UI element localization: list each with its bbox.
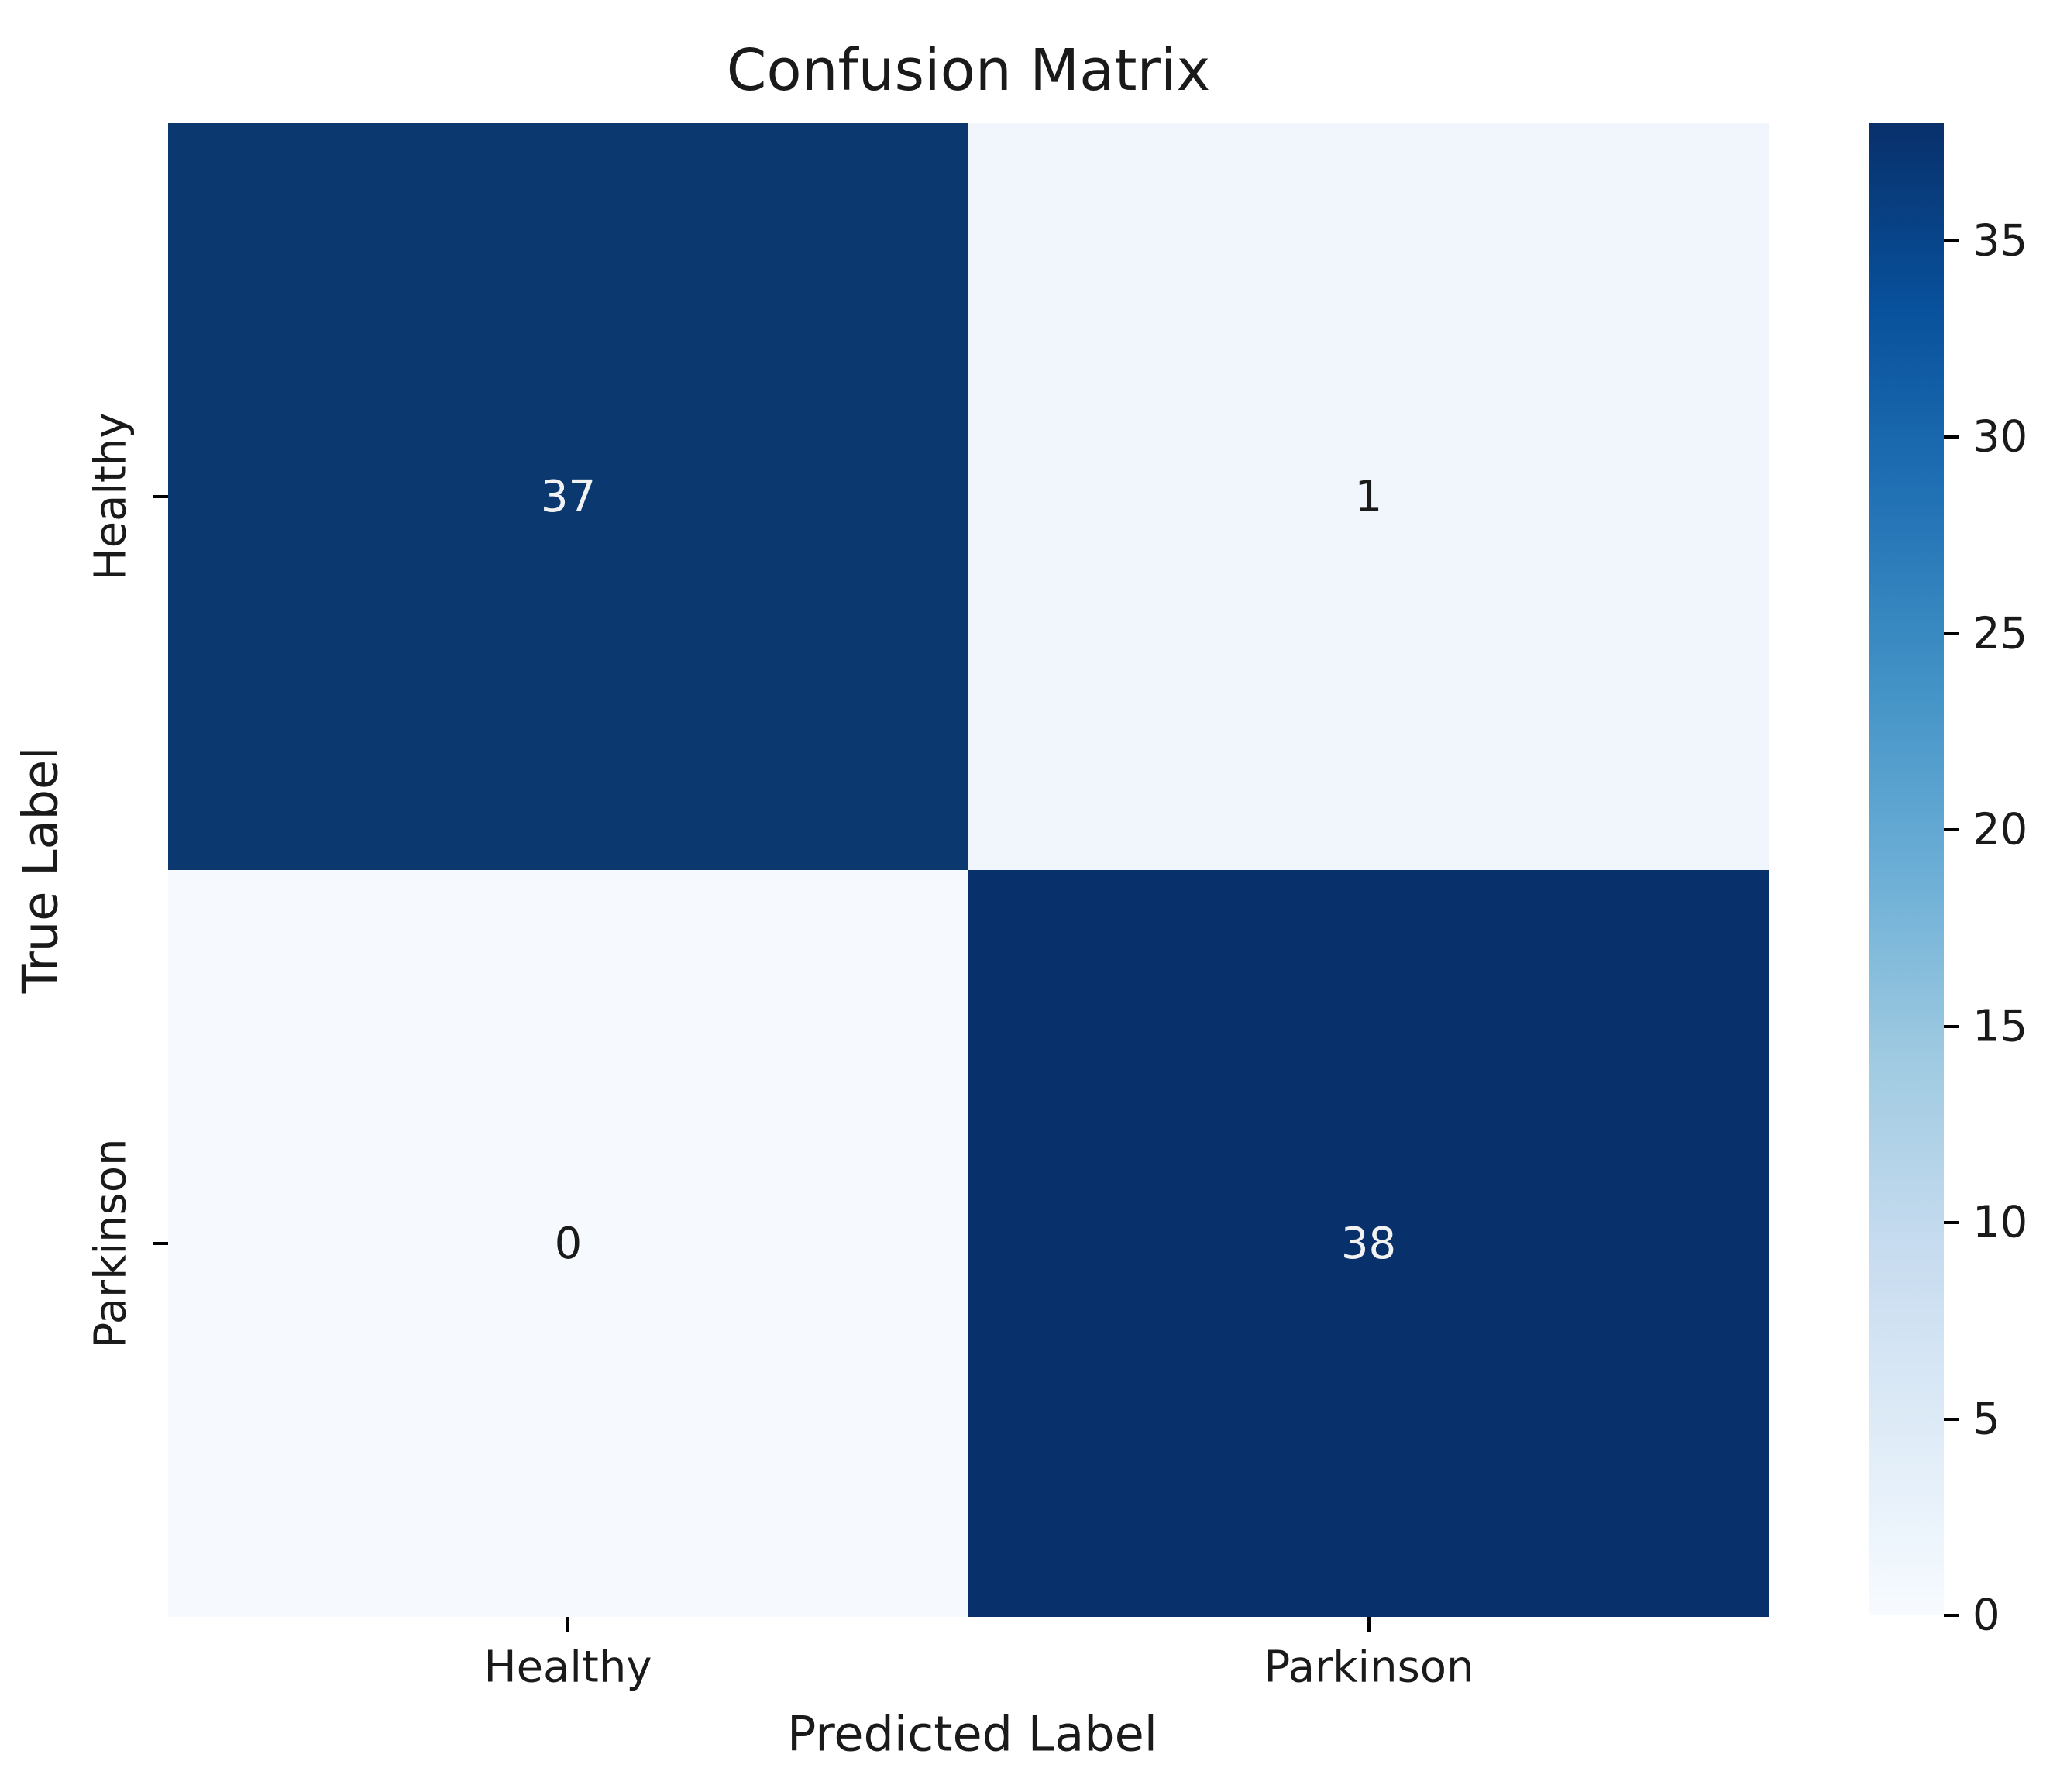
x-tick-label-healthy: Healthy [483,1642,652,1693]
x-tick-mark-healthy [566,1617,569,1632]
y-tick-mark-parkinson [153,1242,168,1245]
colorbar-tick-mark-5 [1944,1417,1959,1421]
x-tick-label-parkinson: Parkinson [1264,1642,1474,1693]
colorbar-tick-label-25: 25 [1972,608,2028,659]
cell-value: 38 [1340,1218,1397,1269]
y-axis-label: True Label [12,746,69,994]
heatmap-cell-true-parkinson-pred-healthy: 0 [168,870,968,1617]
colorbar-tick-mark-10 [1944,1221,1959,1225]
colorbar-tick-label-35: 35 [1972,215,2028,267]
cell-value: 1 [1354,471,1383,522]
colorbar-tick-mark-0 [1944,1614,1959,1617]
colorbar-tick-mark-15 [1944,1024,1959,1028]
heatmap-cell-true-healthy-pred-parkinson: 1 [968,123,1769,870]
colorbar-tick-mark-35 [1944,239,1959,243]
colorbar-tick-mark-25 [1944,631,1959,635]
heatmap-cell-true-healthy-pred-healthy: 37 [168,123,968,870]
chart-title: Confusion Matrix [726,37,1211,104]
colorbar-tick-mark-20 [1944,828,1959,832]
colorbar-tick-label-5: 5 [1972,1394,2000,1445]
heatmap: 37 1 0 38 [168,123,1769,1617]
heatmap-cell-true-parkinson-pred-parkinson: 38 [968,870,1769,1617]
colorbar [1869,123,1944,1615]
colorbar-tick-label-10: 10 [1972,1197,2028,1248]
y-tick-label-parkinson: Parkinson [85,1138,136,1349]
colorbar-tick-label-15: 15 [1972,1001,2028,1052]
x-axis-label: Predicted Label [786,1705,1158,1763]
cell-value: 0 [554,1218,583,1269]
colorbar-tick-label-0: 0 [1972,1590,2000,1641]
y-tick-label-healthy: Healthy [85,412,136,581]
x-tick-mark-parkinson [1367,1617,1371,1632]
colorbar-tick-label-20: 20 [1972,804,2028,855]
colorbar-tick-label-30: 30 [1972,411,2028,463]
colorbar-tick-mark-30 [1944,435,1959,439]
y-tick-mark-healthy [153,495,168,498]
cell-value: 37 [540,471,597,522]
